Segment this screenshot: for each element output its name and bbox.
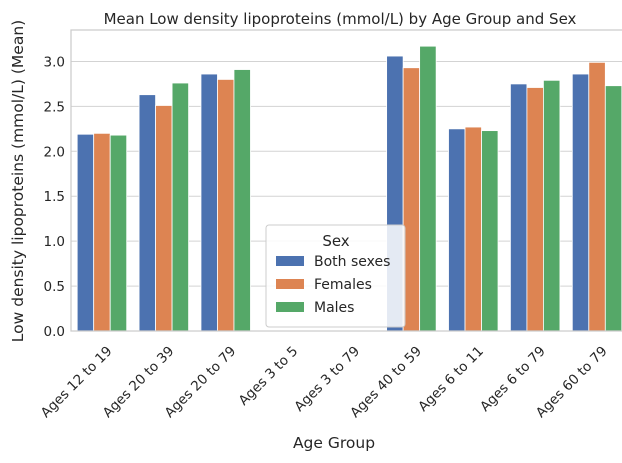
bar-males [419, 45, 437, 332]
legend-label: Females [314, 277, 372, 293]
bar-males [171, 82, 189, 332]
legend-title: Sex [322, 232, 349, 250]
legend-label: Males [314, 300, 354, 316]
bar-both-sexes [510, 83, 528, 332]
bar-males [233, 69, 251, 332]
y-tick-label: 1.5 [44, 189, 65, 205]
bar-females [402, 67, 421, 332]
y-tick-label: 0.0 [44, 324, 65, 340]
y-axis-label: Low density lipoproteins (mmol/L) (Mean) [9, 20, 27, 342]
plot-area [70, 29, 622, 332]
bar-females [217, 79, 235, 332]
bar-both-sexes [200, 73, 218, 332]
legend-swatch [276, 279, 304, 289]
x-tick-label: Ages 6 to 11 [415, 343, 487, 415]
legend: Sex Both sexes Females Males [265, 224, 406, 328]
x-axis-label: Age Group [293, 434, 375, 452]
bar-males [543, 79, 561, 332]
bar-males [604, 85, 622, 332]
y-tick-label: 0.5 [44, 279, 65, 295]
x-tick-label: Ages 3 to 5 [236, 343, 302, 409]
bar-females [93, 132, 111, 332]
bar-females [588, 61, 606, 332]
legend-box [265, 224, 406, 328]
bar-females [464, 126, 482, 332]
legend-swatch [276, 302, 304, 312]
bar-both-sexes [448, 128, 466, 332]
bar-both-sexes [76, 133, 95, 332]
y-tick-label: 3.0 [44, 54, 65, 70]
bar-males [481, 130, 499, 332]
y-tick-label: 1.0 [44, 234, 65, 250]
bar-males [109, 134, 128, 332]
bar-females [155, 105, 173, 332]
y-tick-label: 2.0 [44, 144, 65, 160]
bar-both-sexes [138, 94, 156, 332]
legend-swatch [276, 256, 304, 266]
bars [76, 45, 622, 332]
y-tick-label: 2.5 [44, 99, 65, 115]
legend-label: Both sexes [314, 254, 390, 270]
bar-both-sexes [571, 73, 590, 332]
bar-females [526, 87, 544, 332]
y-tick-labels: 0.0 0.5 1.0 1.5 2.0 2.5 3.0 [44, 54, 65, 340]
chart-title: Mean Low density lipoproteins (mmol/L) b… [104, 10, 577, 28]
